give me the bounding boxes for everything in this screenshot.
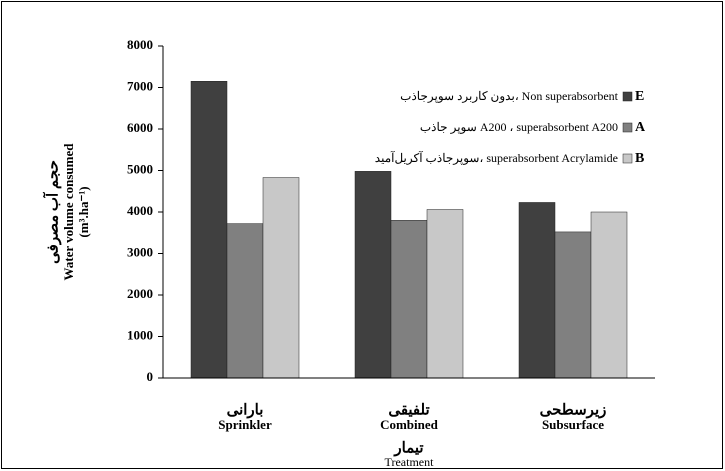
y-tick-label: 3000	[127, 244, 153, 259]
x-tick-label-fa: زیرسطحی	[540, 402, 607, 418]
x-tick-label: Combined	[380, 417, 439, 432]
y-tick-label: 1000	[127, 327, 153, 342]
y-label-unit: (m³.ha⁻¹)	[76, 186, 91, 237]
y-tick-label: 2000	[127, 286, 153, 301]
bar	[390, 220, 428, 379]
legend-label: سوپرجاذب آکریل‌آمید، superabsorbent Acry…	[375, 150, 618, 165]
y-axis-title: حجم آب مصرفی Water volume consumed (m³.h…	[42, 143, 91, 281]
legend-swatch	[622, 91, 633, 102]
y-tick-label: 7000	[127, 78, 153, 93]
x-tick-label-fa: تلفیقی	[388, 402, 429, 418]
x-label-fa: تیمار	[393, 440, 423, 456]
x-label-en: Treatment	[385, 455, 435, 469]
legend-name: E	[635, 89, 644, 104]
legend-label: بدون کاربرد سوپرجاذب، Non superabsorbent	[400, 89, 619, 103]
legend-label: سوپر جاذب A200 ، superabsorbent A200	[420, 120, 618, 134]
y-tick-label: 8000	[127, 37, 153, 52]
legend-swatch	[622, 122, 633, 133]
y-tick-label: 6000	[127, 120, 153, 135]
bar	[426, 209, 464, 379]
legend-name: B	[635, 151, 644, 166]
bar	[554, 231, 592, 379]
bar	[590, 211, 628, 379]
x-tick-label: Sprinkler	[218, 417, 272, 432]
y-tick-label: 0	[147, 369, 154, 384]
y-label-fa: حجم آب مصرفی	[42, 160, 61, 264]
x-tick-label-fa: بارانی	[227, 402, 264, 418]
legend-swatch	[622, 153, 633, 164]
bar	[354, 171, 392, 379]
bar	[226, 223, 264, 379]
y-tick-label: 4000	[127, 203, 153, 218]
bar	[262, 177, 300, 379]
x-tick-label: Subsurface	[542, 417, 604, 432]
bar	[518, 202, 556, 379]
y-label-en: Water volume consumed	[61, 143, 76, 281]
legend-name: A	[635, 120, 646, 135]
bar	[190, 81, 228, 379]
y-tick-label: 5000	[127, 161, 153, 176]
